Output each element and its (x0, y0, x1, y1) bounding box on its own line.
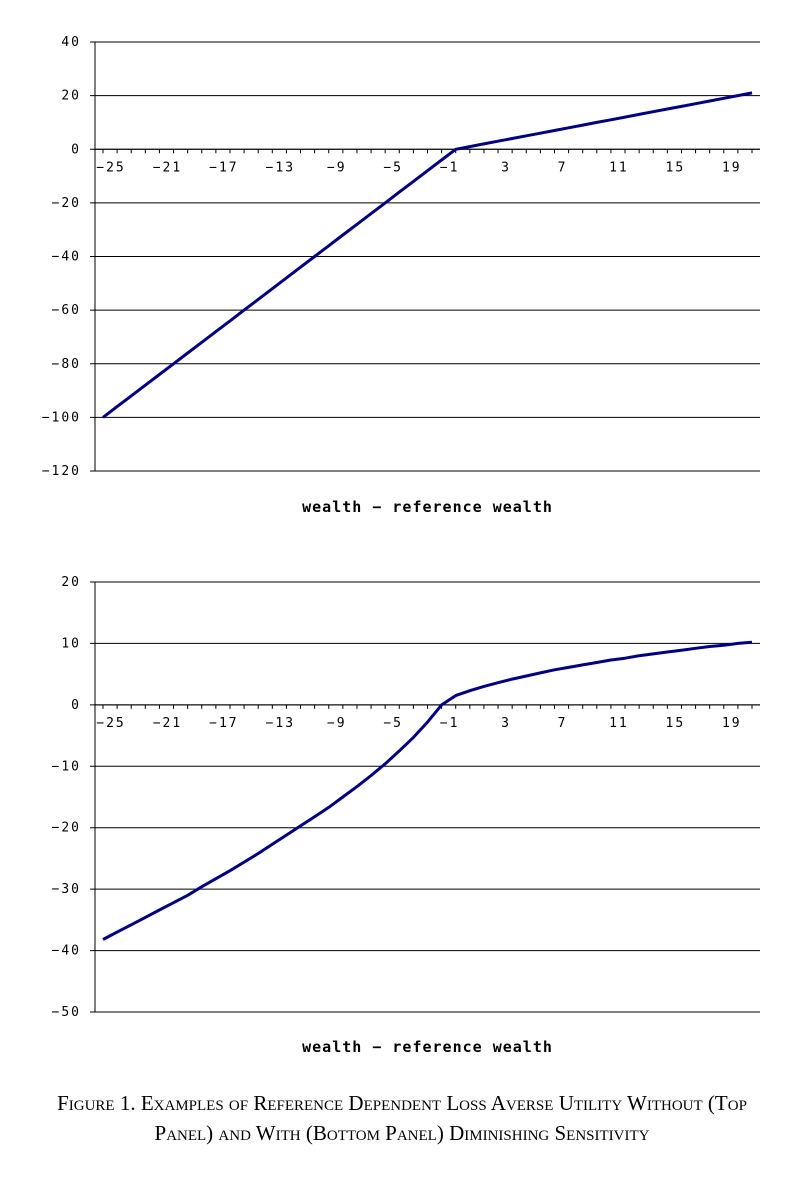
x-tick-label: −25 (96, 160, 125, 175)
y-tick-label: −120 (42, 464, 81, 479)
y-tick-label: 20 (61, 89, 81, 104)
x-tick-label: −17 (209, 716, 238, 731)
y-tick-label: −20 (52, 196, 81, 211)
y-tick-label: 0 (71, 698, 81, 713)
y-tick-label: −60 (52, 303, 81, 318)
x-axis-label: wealth − reference wealth (302, 1038, 553, 1056)
x-tick-label: −5 (383, 716, 403, 731)
x-tick-label: −9 (327, 160, 347, 175)
series-line (102, 91, 753, 419)
x-tick-label: −5 (383, 160, 403, 175)
x-tick-label: −1 (440, 160, 460, 175)
x-tick-label: 7 (558, 160, 568, 175)
x-tick-label: −13 (266, 716, 295, 731)
x-tick-label: −1 (440, 716, 460, 731)
x-tick-label: 11 (609, 716, 629, 731)
x-tick-label: −21 (153, 160, 182, 175)
x-tick-label: −13 (266, 160, 295, 175)
x-tick-label: 19 (722, 160, 742, 175)
x-tick-label: −25 (96, 716, 125, 731)
y-tick-label: 40 (61, 35, 81, 50)
y-tick-label: 20 (61, 575, 81, 590)
x-tick-label: 3 (501, 716, 511, 731)
x-tick-label: −17 (209, 160, 238, 175)
y-tick-label: −80 (52, 357, 81, 372)
x-tick-label: 3 (501, 160, 511, 175)
y-tick-label: −50 (52, 1005, 81, 1020)
x-tick-label: −21 (153, 716, 182, 731)
x-axis-label: wealth − reference wealth (302, 498, 553, 516)
y-tick-label: −100 (42, 410, 81, 425)
x-tick-label: −9 (327, 716, 347, 731)
y-tick-label: −30 (52, 882, 81, 897)
y-tick-label: −40 (52, 250, 81, 265)
y-tick-label: −40 (52, 944, 81, 959)
figure-caption: Figure 1. Examples of Reference Dependen… (57, 1091, 747, 1145)
y-tick-label: 0 (71, 142, 81, 157)
y-tick-label: −10 (52, 759, 81, 774)
y-tick-label: 10 (61, 636, 81, 651)
series-line (102, 640, 753, 941)
x-tick-label: 15 (666, 716, 686, 731)
y-tick-label: −20 (52, 821, 81, 836)
x-tick-label: 19 (722, 716, 742, 731)
x-tick-label: 7 (558, 716, 568, 731)
x-tick-label: 15 (666, 160, 686, 175)
x-tick-label: 11 (609, 160, 629, 175)
